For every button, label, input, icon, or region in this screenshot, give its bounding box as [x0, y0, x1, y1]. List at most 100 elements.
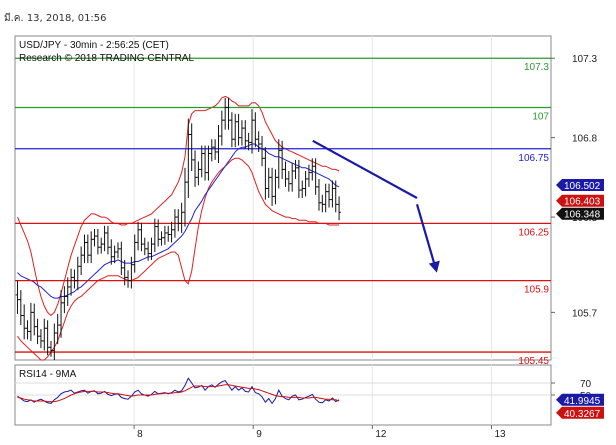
price-badge-shape	[556, 194, 604, 207]
rsi-title: RSI14 - 9MA	[19, 369, 77, 380]
candle	[136, 221, 140, 251]
candle	[49, 340, 53, 357]
x-axis-labels: 8 9 12 13	[133, 425, 506, 440]
candle	[199, 145, 204, 178]
price-badge: 106.403	[556, 194, 604, 208]
candle	[240, 120, 244, 146]
candle	[139, 222, 144, 252]
candle	[45, 320, 50, 356]
candle	[173, 209, 177, 238]
price-badge-label: 106.348	[564, 210, 601, 221]
price-badge-shape	[556, 178, 604, 191]
candle	[283, 161, 288, 187]
forecast-arrow-head	[428, 260, 440, 273]
candle	[149, 237, 154, 260]
candle	[230, 112, 234, 148]
candle	[15, 280, 20, 314]
candle	[159, 231, 164, 246]
candle	[176, 209, 181, 232]
price-badge: 106.348	[556, 207, 604, 221]
candle	[293, 159, 298, 179]
y-tick-label: 105.7	[572, 308, 597, 319]
candle	[169, 221, 174, 243]
candle	[253, 112, 258, 148]
rsi-badge-shape	[556, 406, 604, 419]
rsi-tick-label: 70	[580, 379, 592, 390]
candle	[260, 136, 264, 167]
candle	[112, 245, 117, 264]
level-label: 105.9	[524, 285, 549, 296]
candle	[116, 242, 120, 259]
candle	[193, 150, 197, 187]
candle	[313, 158, 318, 195]
candle	[35, 318, 40, 345]
candle	[109, 239, 114, 265]
candle	[270, 167, 274, 206]
candle	[39, 329, 43, 349]
x-tick-label: 12	[375, 429, 387, 440]
level-label: 107.3	[524, 62, 549, 73]
candle	[122, 259, 127, 286]
candle	[142, 237, 147, 256]
candle	[179, 202, 184, 233]
candle	[75, 256, 80, 291]
candle	[203, 145, 207, 181]
candle	[310, 158, 315, 181]
x-tick-label: 9	[256, 429, 262, 440]
candle	[69, 268, 73, 296]
candle	[72, 269, 77, 289]
candle	[129, 256, 134, 289]
rsi-badge-label: 40.3267	[564, 409, 601, 420]
candle	[246, 132, 251, 151]
candle	[119, 241, 124, 276]
candle	[156, 219, 160, 247]
candle	[276, 139, 281, 189]
candle	[82, 234, 87, 264]
candle	[25, 320, 30, 340]
rsi-badge-label: 41.9945	[564, 396, 601, 407]
candle	[163, 225, 167, 245]
price-badge: 106.502	[556, 178, 604, 192]
candle	[22, 304, 26, 340]
candle	[236, 113, 241, 146]
level-label: 105.45	[518, 356, 549, 367]
candle	[233, 113, 238, 148]
chart-title: USD/JPY - 30min - 2:56:25 (CET)	[19, 40, 169, 51]
candle	[99, 237, 104, 254]
candle	[96, 228, 100, 255]
y-tick-label: 107.3	[572, 54, 597, 65]
level-label: 107	[532, 111, 549, 122]
candle	[106, 225, 110, 255]
candle	[256, 131, 261, 152]
candle	[300, 180, 305, 198]
bollinger-lower	[17, 157, 340, 361]
candle	[29, 302, 33, 341]
candle	[55, 313, 60, 345]
candle	[290, 163, 294, 192]
candle	[146, 241, 150, 261]
price-badges: 106.502 106.403 106.348 41.9945 40.3267	[556, 178, 604, 420]
price-badge-shape	[556, 207, 604, 220]
candle	[337, 196, 341, 221]
candle	[220, 110, 224, 146]
rsi-lines	[17, 377, 340, 405]
candle	[323, 183, 328, 213]
candle	[216, 124, 221, 164]
candle	[209, 139, 214, 162]
candle	[52, 323, 57, 360]
trend-overlay	[312, 139, 440, 273]
candle	[62, 286, 67, 314]
chart-subtitle: Research © 2018 TRADING CENTRAL	[19, 53, 194, 64]
candle	[330, 180, 335, 208]
candle	[280, 140, 284, 179]
candle	[19, 290, 23, 326]
candle	[153, 218, 157, 252]
rsi-line	[17, 377, 340, 405]
main-plot-frame	[14, 35, 552, 361]
candle	[102, 225, 107, 252]
candle	[32, 303, 37, 336]
candle	[333, 180, 338, 213]
price-badge-label: 106.502	[564, 181, 601, 192]
candle	[183, 167, 187, 227]
